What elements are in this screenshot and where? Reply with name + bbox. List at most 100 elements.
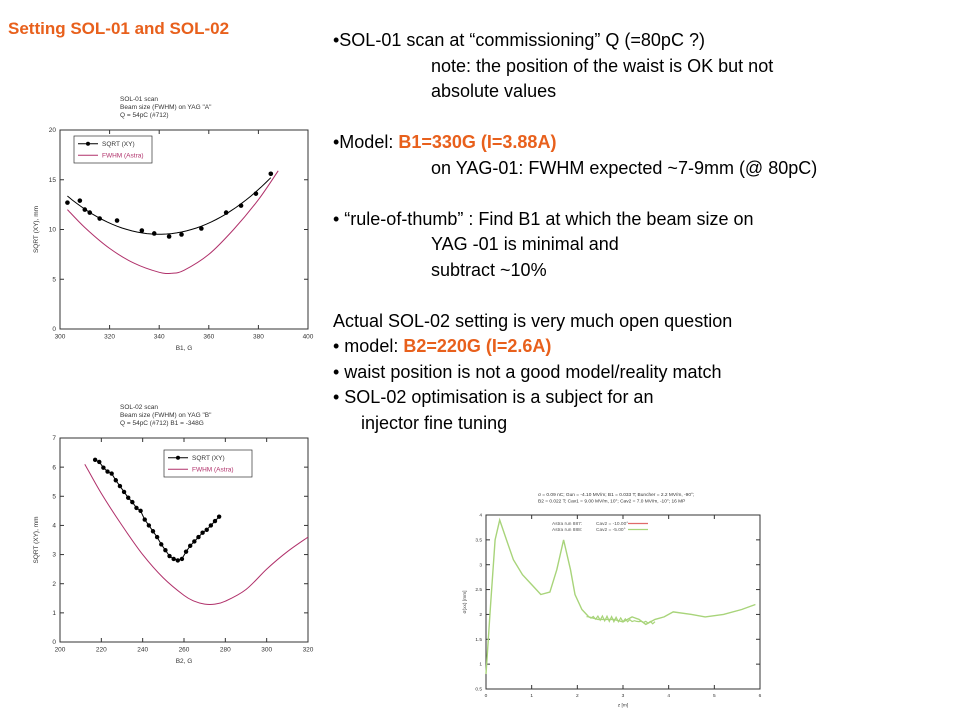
x-tick-label: 3 (622, 693, 625, 699)
data-point (117, 483, 123, 489)
plot-frame (485, 514, 761, 690)
y-tick-label: 1 (479, 662, 482, 668)
bullet-sol01-note-1: note: the position of the waist is OK bu… (431, 55, 774, 76)
chart-header-line: Beam size (FWHM) on YAG "A" (120, 104, 212, 111)
data-point (151, 231, 157, 236)
y-tick-label: 2 (479, 612, 482, 618)
y-tick-label: 5 (52, 493, 56, 500)
data-point (113, 478, 119, 483)
data-point (105, 469, 110, 474)
data-point (179, 232, 184, 237)
data-point (142, 517, 147, 522)
bullet-model-prefix: •Model: (333, 132, 399, 152)
bullet-sol02-optimisation-2: injector fine tuning (361, 412, 508, 433)
bullet-model-yag01: on YAG-01: FWHM expected ~7-9mm (@ 80pC) (431, 157, 818, 178)
y-tick-label: 3.5 (475, 537, 482, 543)
y-tick-label: 0 (52, 326, 56, 333)
data-point (238, 203, 244, 208)
chart-header-line: B2 = 0.022 T; Cav1 = 9.00 MV/m, 10°; Cav… (538, 498, 685, 504)
y-tick-label: 0 (52, 639, 56, 646)
data-point (200, 530, 205, 535)
data-point (87, 210, 93, 215)
data-point (163, 548, 168, 553)
data-point (175, 558, 180, 563)
data-point (121, 489, 127, 495)
data-point (97, 459, 102, 465)
y-tick-label: 5 (52, 276, 56, 283)
chart-header-line: Q = 54pC (#712) (120, 112, 169, 119)
data-point (167, 553, 172, 559)
data-point (171, 556, 176, 562)
legend-box (73, 135, 153, 164)
x-tick-label: 1 (530, 693, 533, 699)
x-axis-label: B1, G (176, 345, 193, 352)
chart-header-line: σ = 0.09 nC; Gun = -4.10 MV/m; B1 = 0.03… (538, 492, 694, 498)
data-point (114, 218, 120, 223)
y-tick-label: 3 (52, 552, 56, 559)
data-point (154, 534, 160, 540)
y-tick-label: 10 (49, 227, 57, 234)
x-tick-label: 280 (220, 647, 231, 654)
y-tick-label: 3 (479, 562, 482, 568)
legend-setting: Cav2 = -5.00° (596, 527, 626, 533)
data-point (192, 539, 197, 544)
data-point (139, 228, 145, 233)
x-tick-label: 380 (253, 334, 264, 341)
x-tick-label: 200 (55, 647, 66, 654)
data-point (208, 523, 214, 528)
bullet-sol01-scan: •SOL-01 scan at “commissioning” Q (=80pC… (333, 30, 705, 50)
bullet-waist-position: • waist position is not a good model/rea… (333, 361, 722, 382)
data-point (150, 529, 156, 534)
astra-simulation-chart: σ = 0.09 nC; Gun = -4.10 MV/m; B1 = 0.03… (462, 492, 762, 709)
legend-setting: Cav2 = -10.00° (596, 521, 628, 527)
sol02-question: Actual SOL-02 setting is very much open … (333, 310, 733, 331)
data-point (179, 556, 185, 562)
legend-marker (176, 455, 180, 460)
chart-header-line: Q = 54pC (#712) B1 = -348G (120, 420, 204, 427)
series-ripple (586, 614, 656, 625)
data-point (109, 471, 114, 476)
y-axis-label: SQRT (XY), mm (33, 206, 40, 253)
y-tick-label: 1.5 (475, 637, 482, 643)
data-point (92, 457, 98, 463)
y-tick-label: 6 (52, 464, 56, 471)
data-point (146, 523, 152, 528)
bullet-model-b2-highlight: B2=220G (I=2.6A) (403, 336, 552, 356)
x-tick-label: 5 (713, 693, 716, 699)
x-tick-label: 340 (154, 334, 165, 341)
data-point (268, 171, 274, 177)
chart-header-line: SOL-01 scan (120, 96, 158, 103)
data-point (126, 495, 131, 500)
data-point (196, 534, 201, 540)
bullet-sol01-note-2: absolute values (431, 81, 557, 101)
series-line-1 (485, 517, 756, 675)
x-tick-label: 320 (104, 334, 115, 341)
x-tick-label: 220 (96, 647, 107, 654)
x-tick-label: 260 (179, 647, 190, 654)
data-point (159, 542, 164, 547)
data-point (65, 200, 70, 205)
legend-label: FWHM (Astra) (102, 152, 144, 159)
data-point (101, 465, 106, 470)
data-point (138, 508, 143, 514)
data-point (212, 518, 218, 524)
x-tick-label: 6 (759, 693, 762, 699)
data-point (253, 191, 259, 196)
bullet-text-block: •SOL-01 scan at “commissioning” Q (=80pC… (333, 28, 953, 436)
data-point (223, 210, 229, 215)
data-point (134, 505, 139, 511)
x-tick-label: 240 (137, 647, 148, 654)
y-tick-label: 4 (52, 523, 56, 530)
data-point (188, 543, 193, 549)
bullet-model-b2-prefix: • model: (333, 336, 404, 356)
legend-label: SQRT (XY) (102, 141, 135, 148)
legend-box (163, 449, 253, 478)
bullet-model-b2: • model: B2=220G (I=2.6A) (333, 334, 953, 360)
y-tick-label: 2.5 (475, 587, 482, 593)
series-line-2 (84, 463, 309, 605)
series-line-2 (67, 170, 279, 275)
bullet-model-b1: •Model: B1=330G (I=3.88A) (333, 130, 953, 156)
data-point (130, 499, 135, 505)
x-tick-label: 4 (667, 693, 670, 699)
